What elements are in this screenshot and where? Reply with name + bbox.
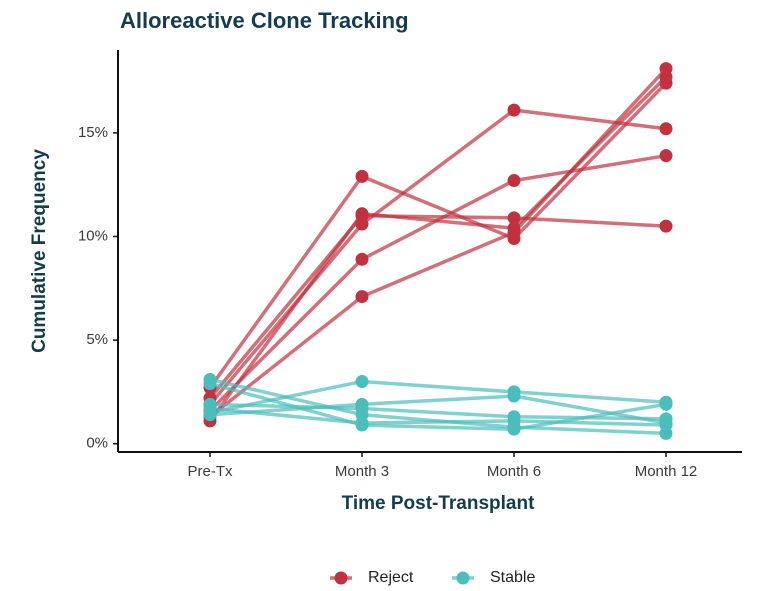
data-point (203, 401, 217, 415)
x-tick-label: Pre-Tx (188, 463, 234, 480)
legend-label: Reject (368, 569, 414, 586)
data-point (507, 211, 521, 225)
legend-marker (334, 571, 348, 585)
data-point (659, 149, 673, 163)
data-point (355, 169, 369, 183)
x-axis-title: Time Post-Transplant (342, 493, 536, 514)
y-tick-label: 15% (78, 124, 108, 141)
series-line (209, 394, 667, 425)
data-point (355, 207, 369, 221)
data-point (355, 290, 369, 304)
series-line (208, 81, 668, 389)
series-line (208, 108, 667, 406)
data-point (355, 416, 369, 430)
data-point (355, 375, 369, 389)
data-point (507, 174, 521, 188)
x-tick-label: Month 6 (487, 463, 541, 480)
data-point (203, 377, 217, 391)
data-point (659, 70, 673, 84)
series-line (209, 402, 667, 421)
series-line (208, 153, 667, 412)
chart-title: Alloreactive Clone Tracking (120, 8, 409, 33)
data-point (507, 414, 521, 428)
y-tick-label: 5% (86, 331, 108, 348)
data-point (355, 252, 369, 266)
y-tick-label: 0% (86, 435, 108, 452)
data-point (355, 217, 369, 231)
data-point (659, 397, 673, 411)
series-line (209, 406, 667, 427)
data-point (659, 418, 673, 432)
data-point (507, 221, 521, 235)
data-point (507, 103, 521, 117)
data-point (659, 122, 673, 136)
y-axis-title: Cumulative Frequency (29, 149, 50, 353)
legend-label: Stable (490, 569, 535, 586)
y-tick-label: 10% (78, 227, 108, 244)
data-point (507, 389, 521, 403)
series-line (208, 75, 668, 422)
x-tick-label: Month 3 (335, 463, 389, 480)
data-point (355, 401, 369, 415)
series-line (208, 214, 667, 400)
x-tick-label: Month 12 (635, 463, 698, 480)
data-point (659, 219, 673, 233)
legend-marker (456, 571, 470, 585)
